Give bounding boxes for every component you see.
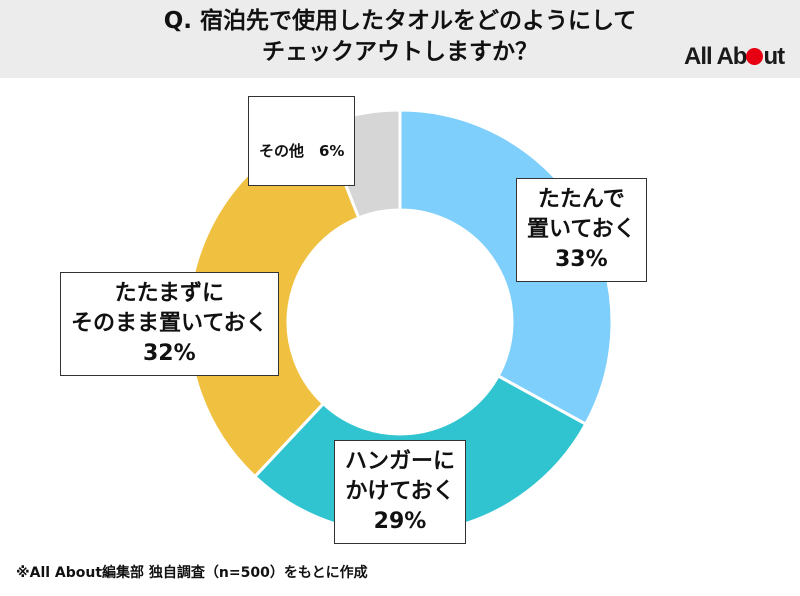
- logo-dot-icon: [746, 48, 764, 65]
- chart-title: Q. 宿泊先で使用したタオルをどのようにして チェックアウトしますか？: [80, 6, 720, 68]
- label-other: その他 6%: [248, 96, 356, 186]
- label-folded-pct: 33%: [555, 247, 608, 272]
- label-folded-line-2: 置いておく: [527, 217, 636, 242]
- label-hanger-line-1: ハンガーに: [345, 449, 456, 474]
- title-line-2: チェックアウトしますか？: [262, 39, 538, 65]
- all-about-logo: All Ab ut: [684, 43, 785, 70]
- label-other-text: その他 6%: [259, 142, 345, 160]
- label-hanger-pct: 29%: [373, 509, 427, 534]
- label-unfolded-pct: 32%: [143, 341, 196, 366]
- label-folded-line-1: たたんで: [537, 187, 625, 212]
- label-unfolded-line-1: たたまずに: [114, 281, 225, 306]
- label-hanger: ハンガーに かけておく 29%: [334, 440, 467, 544]
- source-note: ※All About編集部 独自調査（n=500）をもとに作成: [16, 565, 368, 581]
- label-hanger-line-2: かけておく: [345, 479, 455, 504]
- label-unfolded-line-2: そのまま置いておく: [71, 311, 268, 336]
- header-bar: Q. 宿泊先で使用したタオルをどのようにして チェックアウトしますか？ All …: [0, 0, 800, 78]
- label-unfolded: たたまずに そのまま置いておく 32%: [60, 272, 279, 376]
- title-line-1: Q. 宿泊先で使用したタオルをどのようにして: [163, 8, 637, 34]
- label-folded: たたんで 置いておく 33%: [516, 178, 647, 282]
